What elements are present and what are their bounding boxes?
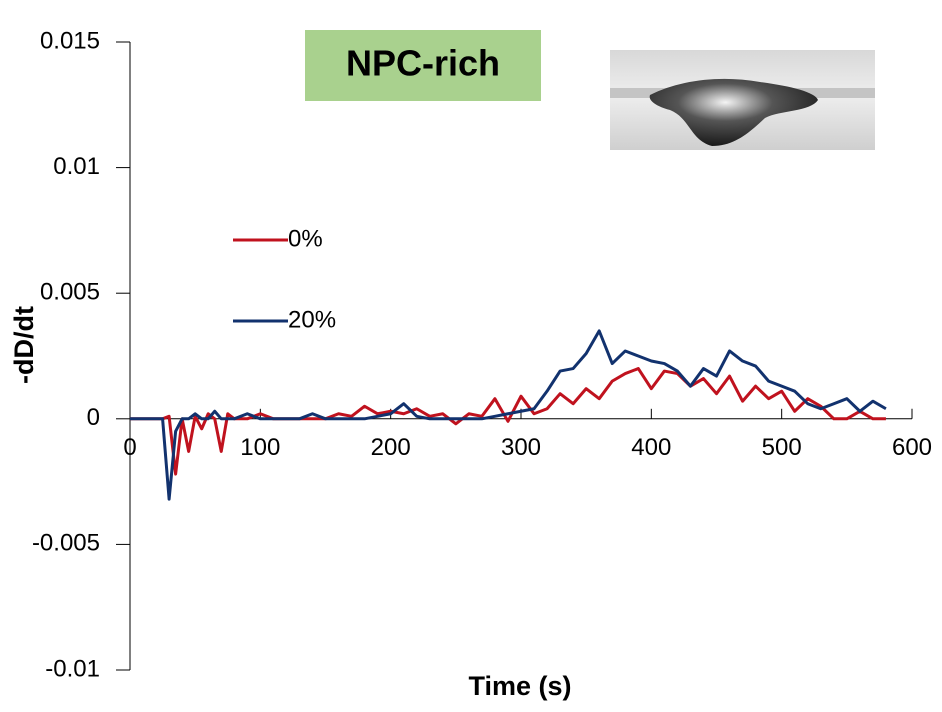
x-tick-label: 300 bbox=[501, 434, 541, 461]
y-tick-label: 0.005 bbox=[40, 279, 100, 306]
y-tick-label: 0.015 bbox=[40, 27, 100, 54]
x-tick-label: 500 bbox=[762, 434, 802, 461]
x-tick-label: 200 bbox=[371, 434, 411, 461]
legend-label: 20% bbox=[288, 306, 336, 333]
droplet-photo bbox=[610, 50, 875, 150]
y-axis-label: -dD/dt bbox=[9, 306, 39, 384]
x-tick-label: 400 bbox=[631, 434, 671, 461]
y-tick-label: 0 bbox=[87, 404, 100, 431]
x-tick-label: 600 bbox=[892, 434, 932, 461]
series-line bbox=[130, 329, 887, 501]
x-tick-label: 0 bbox=[123, 434, 136, 461]
x-axis-label: Time (s) bbox=[468, 671, 571, 701]
legend-label: 0% bbox=[288, 225, 323, 252]
y-tick-label: 0.01 bbox=[53, 153, 100, 180]
series-line bbox=[130, 367, 886, 476]
annotation: NPC-rich bbox=[346, 43, 500, 84]
y-tick-label: -0.005 bbox=[32, 530, 100, 557]
x-tick-label: 100 bbox=[240, 434, 280, 461]
annotation-box bbox=[305, 30, 541, 101]
y-tick-label: -0.01 bbox=[45, 655, 100, 682]
